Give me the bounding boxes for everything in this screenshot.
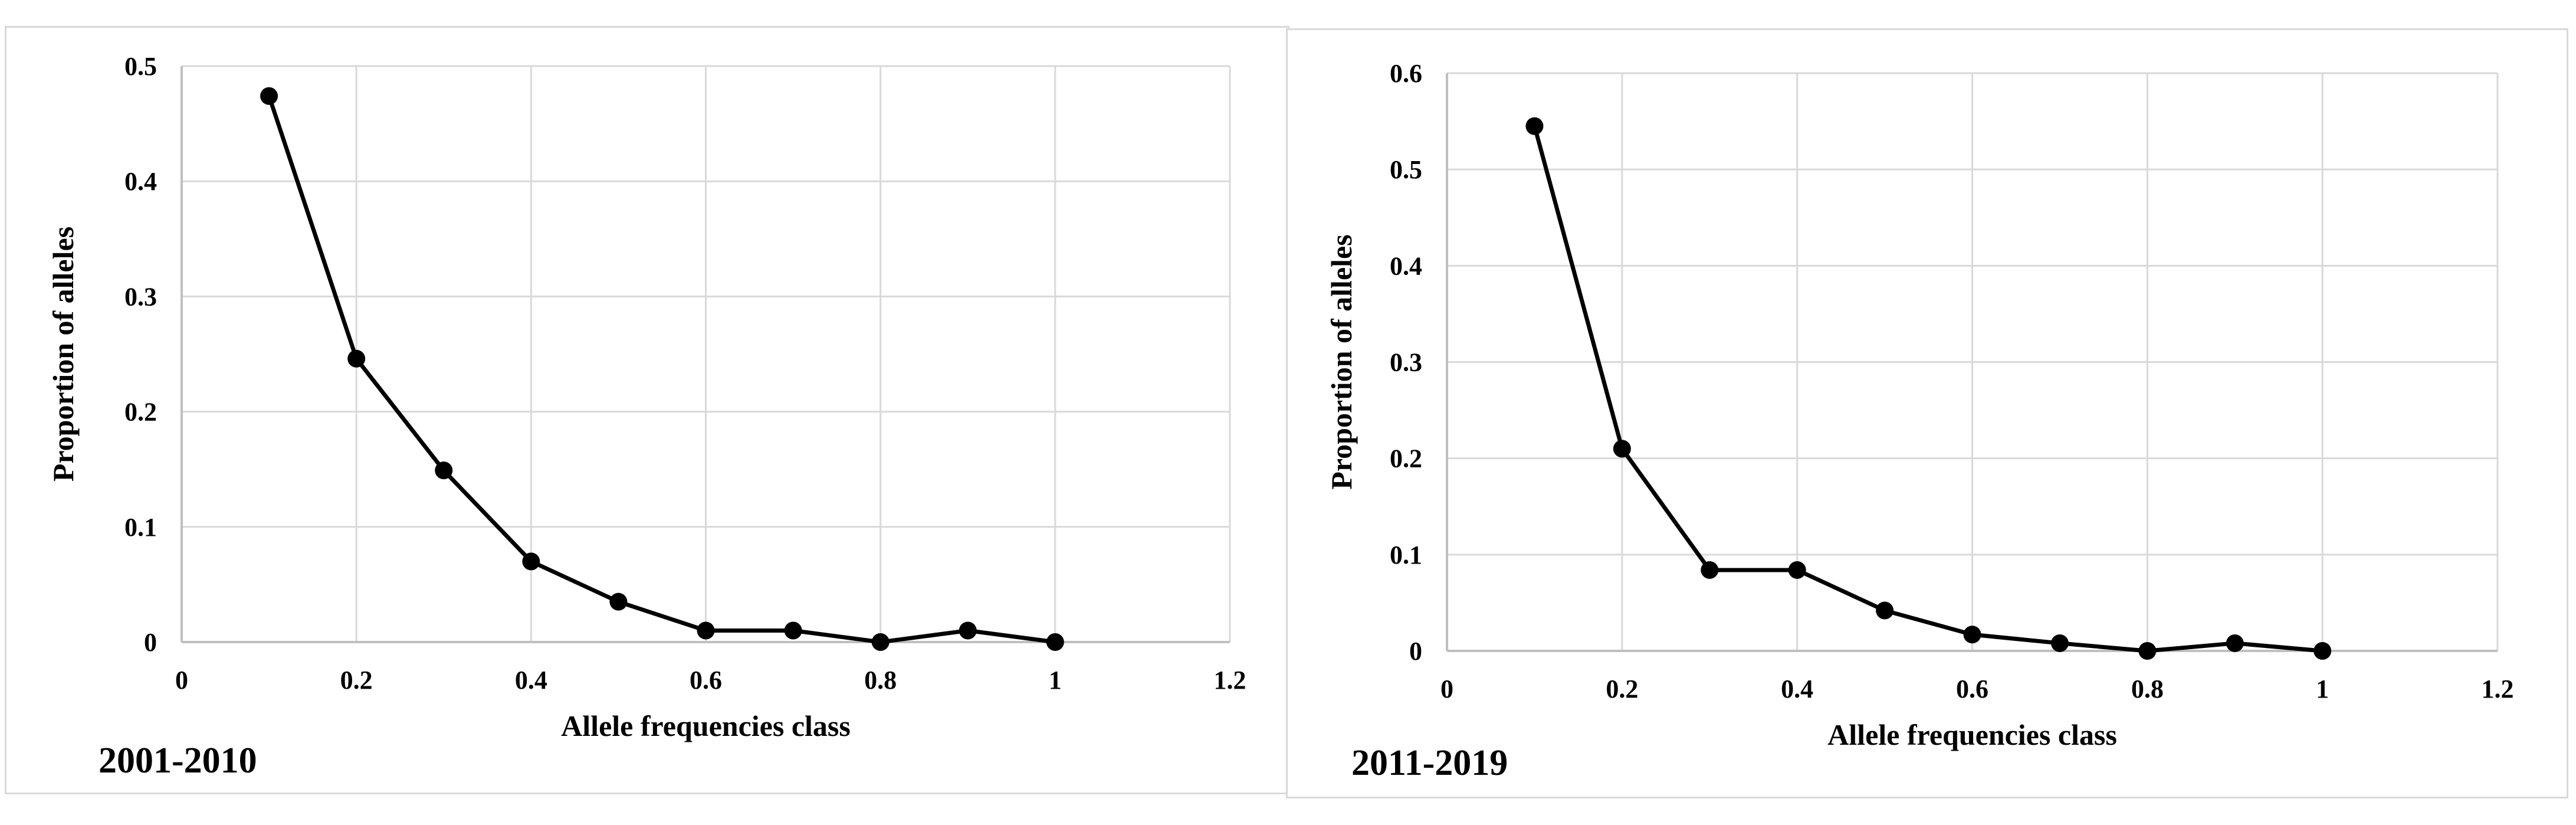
x-tick-label: 1	[2316, 675, 2329, 703]
data-point	[1788, 561, 1806, 579]
y-tick-label: 0.5	[124, 52, 157, 81]
data-point	[2050, 634, 2069, 652]
x-axis-title: Allele frequencies class	[1827, 718, 2117, 751]
y-tick-label: 0.3	[124, 282, 157, 311]
data-point	[1963, 626, 1981, 644]
y-tick-label: 0.4	[1390, 251, 1422, 280]
y-axis-title: Proportion of alleles	[47, 227, 80, 482]
data-point	[1525, 117, 1544, 135]
x-tick-label: 0.8	[2131, 675, 2164, 703]
period-label: 2001-2010	[99, 741, 257, 781]
y-tick-label: 0.4	[124, 167, 157, 196]
data-point	[1876, 601, 1894, 620]
data-point	[959, 621, 977, 640]
y-tick-label: 0.1	[1390, 541, 1422, 569]
y-tick-label: 0.2	[124, 398, 157, 427]
x-tick-label: 0.2	[340, 666, 373, 695]
x-tick-label: 0	[1440, 675, 1453, 703]
chart-2011-2019: 0 0.1 0.2 0.3 0.4 0.5 0.6 0 0.2 0.4 0.6 0.8 1 1.2 Alle…	[1325, 59, 2514, 783]
data-point	[1046, 633, 1064, 651]
chart-2001-2010: 0 0.1 0.2 0.3 0.4 0.5 0 0.2 0.4 0.6 0.8 1 1.2 Allele …	[47, 52, 1246, 781]
x-tick-label: 0.4	[515, 666, 547, 695]
data-point	[435, 461, 453, 480]
x-tick-label: 0.6	[1956, 675, 1988, 703]
x-tick-label: 1.2	[2482, 675, 2514, 703]
data-point	[1613, 440, 1631, 458]
x-tick-label: 1	[1049, 666, 1062, 695]
y-tick-label: 0.1	[124, 513, 157, 542]
y-tick-label: 0.6	[1390, 59, 1422, 88]
y-tick-label: 0	[1409, 637, 1422, 666]
y-tick-label: 0.5	[1390, 155, 1422, 184]
data-point	[2314, 642, 2332, 660]
x-tick-label: 1.2	[1214, 666, 1246, 695]
x-tick-label: 0.8	[864, 666, 897, 695]
data-point	[697, 621, 715, 640]
y-tick-label: 0.2	[1390, 444, 1422, 473]
data-point	[2226, 634, 2244, 652]
x-tick-label: 0.6	[690, 666, 722, 695]
series-line	[267, 95, 1056, 644]
series-line	[1533, 125, 2323, 653]
chart-panel-2001-2010: 0 0.1 0.2 0.3 0.4 0.5 0 0.2 0.4 0.6 0.8 1 1.2 Allele …	[5, 26, 1289, 794]
y-tick-label: 0.3	[1390, 348, 1422, 377]
x-tick-label: 0.2	[1606, 675, 1638, 703]
x-tick-label: 0.4	[1781, 675, 1813, 703]
data-point	[260, 87, 278, 105]
data-point	[347, 349, 366, 368]
data-point	[871, 633, 890, 651]
chart-panel-2011-2019: 0 0.1 0.2 0.3 0.4 0.5 0.6 0 0.2 0.4 0.6 0.8 1 1.2 Alle…	[1286, 28, 2568, 798]
y-tick-label: 0	[144, 628, 157, 657]
data-point	[609, 592, 628, 611]
x-tick-label: 0	[175, 666, 188, 695]
y-axis-title: Proportion of alleles	[1325, 234, 1358, 489]
x-axis-title: Allele frequencies class	[561, 709, 851, 742]
data-point	[1701, 561, 1719, 579]
period-label: 2011-2019	[1351, 743, 1508, 783]
data-point	[522, 552, 540, 571]
data-point	[2138, 642, 2157, 660]
data-point	[784, 621, 802, 640]
